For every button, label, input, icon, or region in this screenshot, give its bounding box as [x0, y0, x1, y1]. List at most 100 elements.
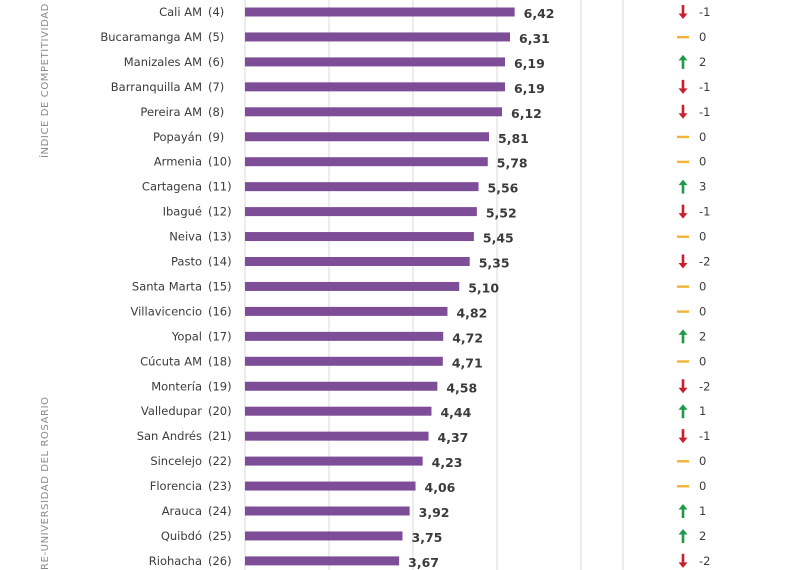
- bar: [245, 132, 490, 142]
- no-change-icon: [677, 160, 689, 164]
- value-label: 4,82: [456, 305, 487, 320]
- value-label: 5,10: [468, 280, 499, 295]
- bar: [245, 257, 470, 266]
- rank-change-label: 2: [699, 55, 706, 69]
- bar: [245, 207, 477, 217]
- value-label: 4,37: [438, 430, 469, 445]
- rank-label: (19): [208, 379, 232, 393]
- rank-change-label: 0: [699, 304, 706, 318]
- rank-label: (25): [208, 529, 232, 543]
- value-label: 5,81: [498, 131, 529, 146]
- value-label: 4,58: [446, 380, 477, 395]
- bar: [245, 356, 443, 366]
- category-label: Armenia: [154, 155, 202, 169]
- rank-label: (16): [208, 304, 232, 318]
- bar: [245, 7, 515, 17]
- category-label: Montería: [151, 379, 202, 393]
- category-label: San Andrés: [137, 429, 202, 443]
- rank-label: (26): [208, 554, 232, 568]
- rank-label: (5): [208, 30, 224, 44]
- value-label: 5,52: [486, 206, 517, 221]
- rank-change-label: 2: [699, 329, 706, 343]
- bar: [245, 32, 511, 42]
- category-label: Bucaramanga AM: [100, 30, 202, 44]
- value-label: 4,06: [425, 480, 456, 495]
- bar: [245, 107, 503, 117]
- value-label: 6,31: [519, 31, 550, 46]
- category-label: Cali AM: [159, 5, 202, 19]
- no-change-icon: [677, 485, 689, 488]
- down-arrow-icon: [678, 379, 688, 394]
- value-label: 3,67: [408, 555, 439, 570]
- category-label: Ibagué: [163, 205, 202, 219]
- value-label: 6,12: [511, 106, 542, 121]
- up-arrow-icon: [678, 528, 688, 543]
- up-arrow-icon: [678, 179, 688, 194]
- bar: [245, 506, 410, 516]
- value-label: 4,23: [432, 455, 463, 470]
- up-arrow-icon: [678, 404, 688, 419]
- rank-label: (15): [208, 279, 232, 293]
- no-change-icon: [677, 460, 689, 463]
- rank-change-label: 0: [699, 230, 706, 244]
- value-label: 3,92: [419, 505, 450, 520]
- rank-label: (23): [208, 479, 232, 493]
- rank-change-label: 1: [699, 504, 706, 518]
- bar: [245, 182, 479, 192]
- down-arrow-icon: [678, 104, 688, 119]
- rank-change-label: 0: [699, 354, 706, 368]
- rank-change-label: 2: [699, 529, 706, 543]
- category-label: Quibdó: [161, 529, 202, 543]
- rank-label: (20): [208, 404, 232, 418]
- rank-change-label: 0: [699, 454, 706, 468]
- down-arrow-icon: [678, 254, 688, 269]
- category-label: Pereira AM: [140, 105, 202, 119]
- rank-change-label: -1: [699, 80, 710, 94]
- bar: [245, 381, 438, 391]
- rank-label: (4): [208, 5, 224, 19]
- bar: [245, 406, 432, 416]
- rank-change-label: -1: [699, 205, 710, 219]
- rank-label: (13): [208, 230, 232, 244]
- bar: [245, 306, 448, 316]
- category-label: Sincelejo: [150, 454, 202, 468]
- rank-label: (11): [208, 180, 232, 194]
- down-arrow-icon: [678, 79, 688, 94]
- down-arrow-icon: [678, 5, 688, 19]
- bar: [245, 281, 460, 291]
- category-label: Yopal: [171, 329, 202, 343]
- rank-label: (22): [208, 454, 232, 468]
- rank-change-label: -2: [699, 379, 710, 393]
- category-label: Riohacha: [149, 554, 202, 568]
- bar: [245, 531, 403, 541]
- category-label: Manizales AM: [124, 55, 202, 69]
- value-label: 4,71: [452, 355, 483, 370]
- category-label: Cartagena: [142, 180, 202, 194]
- value-label: 5,45: [483, 231, 514, 246]
- bar: [245, 481, 416, 491]
- category-label: Pasto: [171, 255, 202, 269]
- rank-label: (14): [208, 255, 232, 269]
- no-change-icon: [677, 285, 689, 288]
- bar: [245, 456, 423, 466]
- category-label: Villavicencio: [131, 304, 203, 318]
- no-change-icon: [677, 35, 689, 39]
- value-label: 6,19: [514, 81, 545, 96]
- rank-change-label: 0: [699, 30, 706, 44]
- rank-label: (8): [208, 105, 224, 119]
- rank-label: (18): [208, 354, 232, 368]
- category-label: Barranquilla AM: [111, 80, 202, 94]
- bar: [245, 331, 444, 341]
- rank-label: (7): [208, 80, 224, 94]
- value-label: 6,42: [524, 6, 555, 21]
- value-label: 5,35: [479, 256, 510, 271]
- rank-label: (17): [208, 329, 232, 343]
- rank-label: (9): [208, 130, 224, 144]
- down-arrow-icon: [678, 429, 688, 444]
- no-change-icon: [677, 135, 689, 139]
- bar: [245, 431, 429, 441]
- bar: [245, 232, 474, 242]
- rank-change-label: 0: [699, 479, 706, 493]
- no-change-icon: [677, 235, 689, 238]
